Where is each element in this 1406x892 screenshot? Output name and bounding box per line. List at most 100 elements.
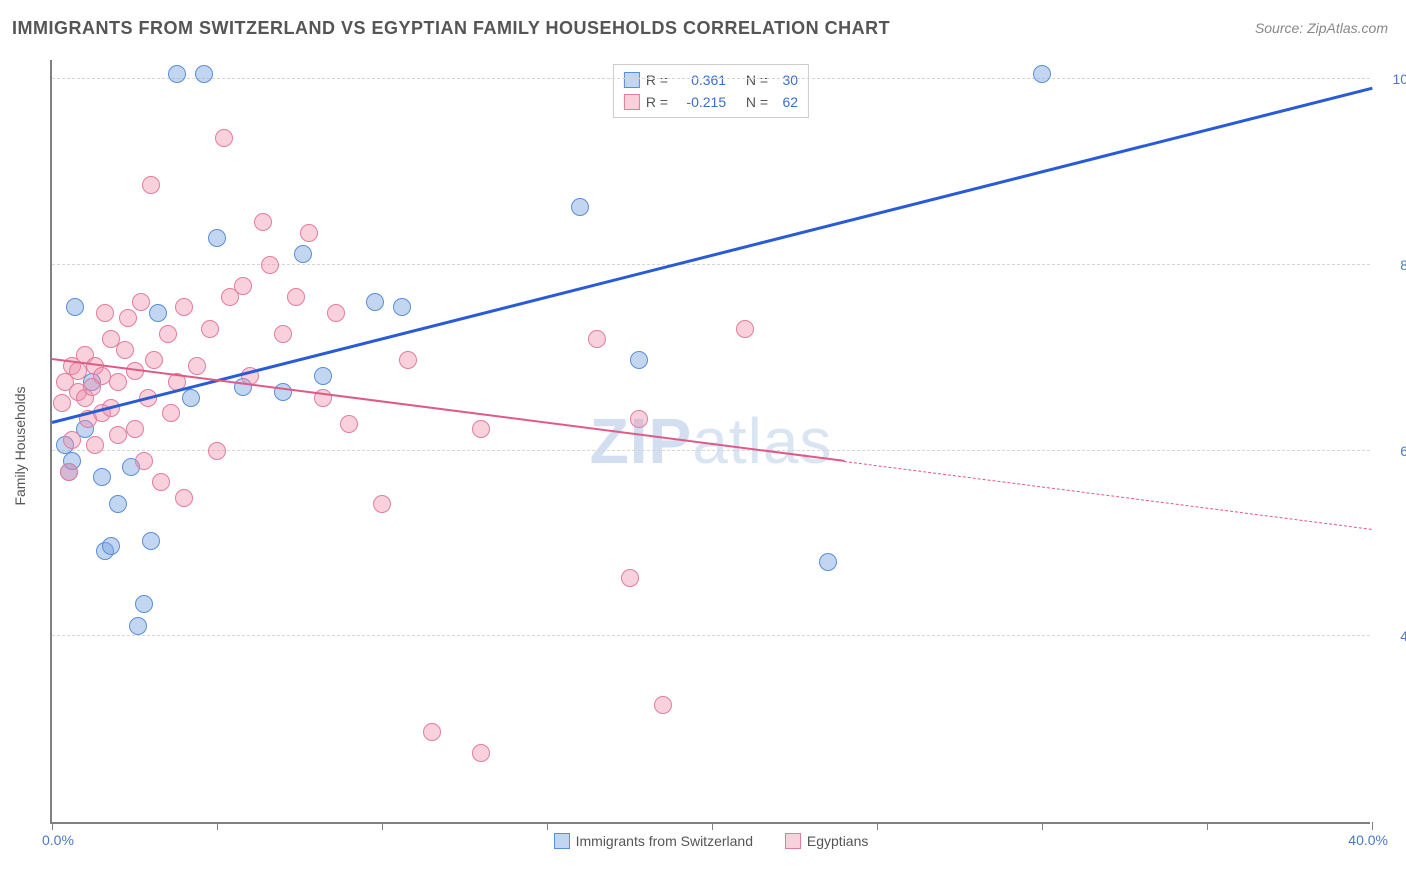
y-tick-label: 82.5% [1380,257,1406,273]
data-point-egypt [109,373,127,391]
x-tick [877,822,878,830]
data-point-egypt [736,320,754,338]
data-point-egypt [621,569,639,587]
correlation-legend: R = 0.361 N = 30 R = -0.215 N = 62 [613,64,809,118]
data-point-egypt [201,320,219,338]
legend-swatch-swiss [624,72,640,88]
data-point-egypt [254,213,272,231]
x-tick [547,822,548,830]
chart-title: IMMIGRANTS FROM SWITZERLAND VS EGYPTIAN … [12,18,890,39]
source-label: Source: ZipAtlas.com [1255,20,1388,36]
data-point-egypt [53,394,71,412]
data-point-egypt [654,696,672,714]
data-point-egypt [472,744,490,762]
watermark-suffix: atlas [692,405,832,477]
data-point-egypt [135,452,153,470]
legend-n-egypt: 62 [774,91,798,113]
data-point-egypt [63,431,81,449]
data-point-egypt [162,404,180,422]
data-point-swiss [109,495,127,513]
trend-line [844,461,1372,530]
data-point-egypt [234,277,252,295]
legend-n-label: N = [746,91,768,113]
data-point-egypt [152,473,170,491]
x-tick [52,822,53,830]
legend-r-label: R = [646,69,668,91]
data-point-egypt [116,341,134,359]
legend-r-egypt: -0.215 [674,91,726,113]
data-point-egypt [373,495,391,513]
data-point-swiss [102,537,120,555]
legend-r-swiss: 0.361 [674,69,726,91]
data-point-egypt [261,256,279,274]
data-point-swiss [294,245,312,263]
data-point-egypt [287,288,305,306]
x-axis-max-label: 40.0% [1348,832,1388,848]
legend-n-label: N = [746,69,768,91]
data-point-egypt [630,410,648,428]
trend-line [52,87,1373,424]
gridline [52,78,1370,79]
legend-item-egypt: Egyptians [785,833,868,849]
data-point-swiss [93,468,111,486]
y-tick-label: 65.0% [1380,443,1406,459]
data-point-swiss [168,65,186,83]
plot-area: ZIPatlas R = 0.361 N = 30 R = -0.215 N =… [50,60,1370,824]
data-point-egypt [215,129,233,147]
legend-r-label: R = [646,91,668,113]
data-point-egypt [327,304,345,322]
data-point-egypt [142,176,160,194]
data-point-egypt [274,325,292,343]
data-point-swiss [571,198,589,216]
legend-swatch-egypt-icon [785,833,801,849]
data-point-egypt [472,420,490,438]
data-point-swiss [149,304,167,322]
data-point-egypt [109,426,127,444]
data-point-egypt [159,325,177,343]
x-tick [382,822,383,830]
gridline [52,450,1370,451]
data-point-swiss [366,293,384,311]
data-point-swiss [195,65,213,83]
x-axis-min-label: 0.0% [42,832,74,848]
data-point-egypt [175,298,193,316]
legend-swatch-egypt [624,94,640,110]
data-point-swiss [142,532,160,550]
watermark: ZIPatlas [590,404,833,478]
legend-row-egypt: R = -0.215 N = 62 [624,91,798,113]
data-point-egypt [86,436,104,454]
data-point-swiss [182,389,200,407]
series-legend: Immigrants from Switzerland Egyptians [52,833,1370,852]
data-point-egypt [208,442,226,460]
data-point-swiss [819,553,837,571]
data-point-egypt [188,357,206,375]
data-point-egypt [399,351,417,369]
data-point-egypt [340,415,358,433]
data-point-egypt [126,420,144,438]
y-tick-label: 100.0% [1380,71,1406,87]
data-point-swiss [314,367,332,385]
legend-label-swiss: Immigrants from Switzerland [576,833,753,849]
y-tick-label: 47.5% [1380,628,1406,644]
data-point-egypt [588,330,606,348]
x-tick [217,822,218,830]
data-point-egypt [145,351,163,369]
legend-label-egypt: Egyptians [807,833,868,849]
data-point-swiss [393,298,411,316]
data-point-swiss [66,298,84,316]
data-point-egypt [96,304,114,322]
legend-item-swiss: Immigrants from Switzerland [554,833,753,849]
legend-row-swiss: R = 0.361 N = 30 [624,69,798,91]
y-axis-label: Family Households [12,386,28,505]
data-point-swiss [208,229,226,247]
x-tick [712,822,713,830]
x-tick [1042,822,1043,830]
legend-n-swiss: 30 [774,69,798,91]
data-point-egypt [132,293,150,311]
chart-container: IMMIGRANTS FROM SWITZERLAND VS EGYPTIAN … [0,0,1406,892]
data-point-egypt [69,362,87,380]
data-point-swiss [129,617,147,635]
x-tick [1207,822,1208,830]
data-point-swiss [1033,65,1051,83]
data-point-egypt [60,463,78,481]
